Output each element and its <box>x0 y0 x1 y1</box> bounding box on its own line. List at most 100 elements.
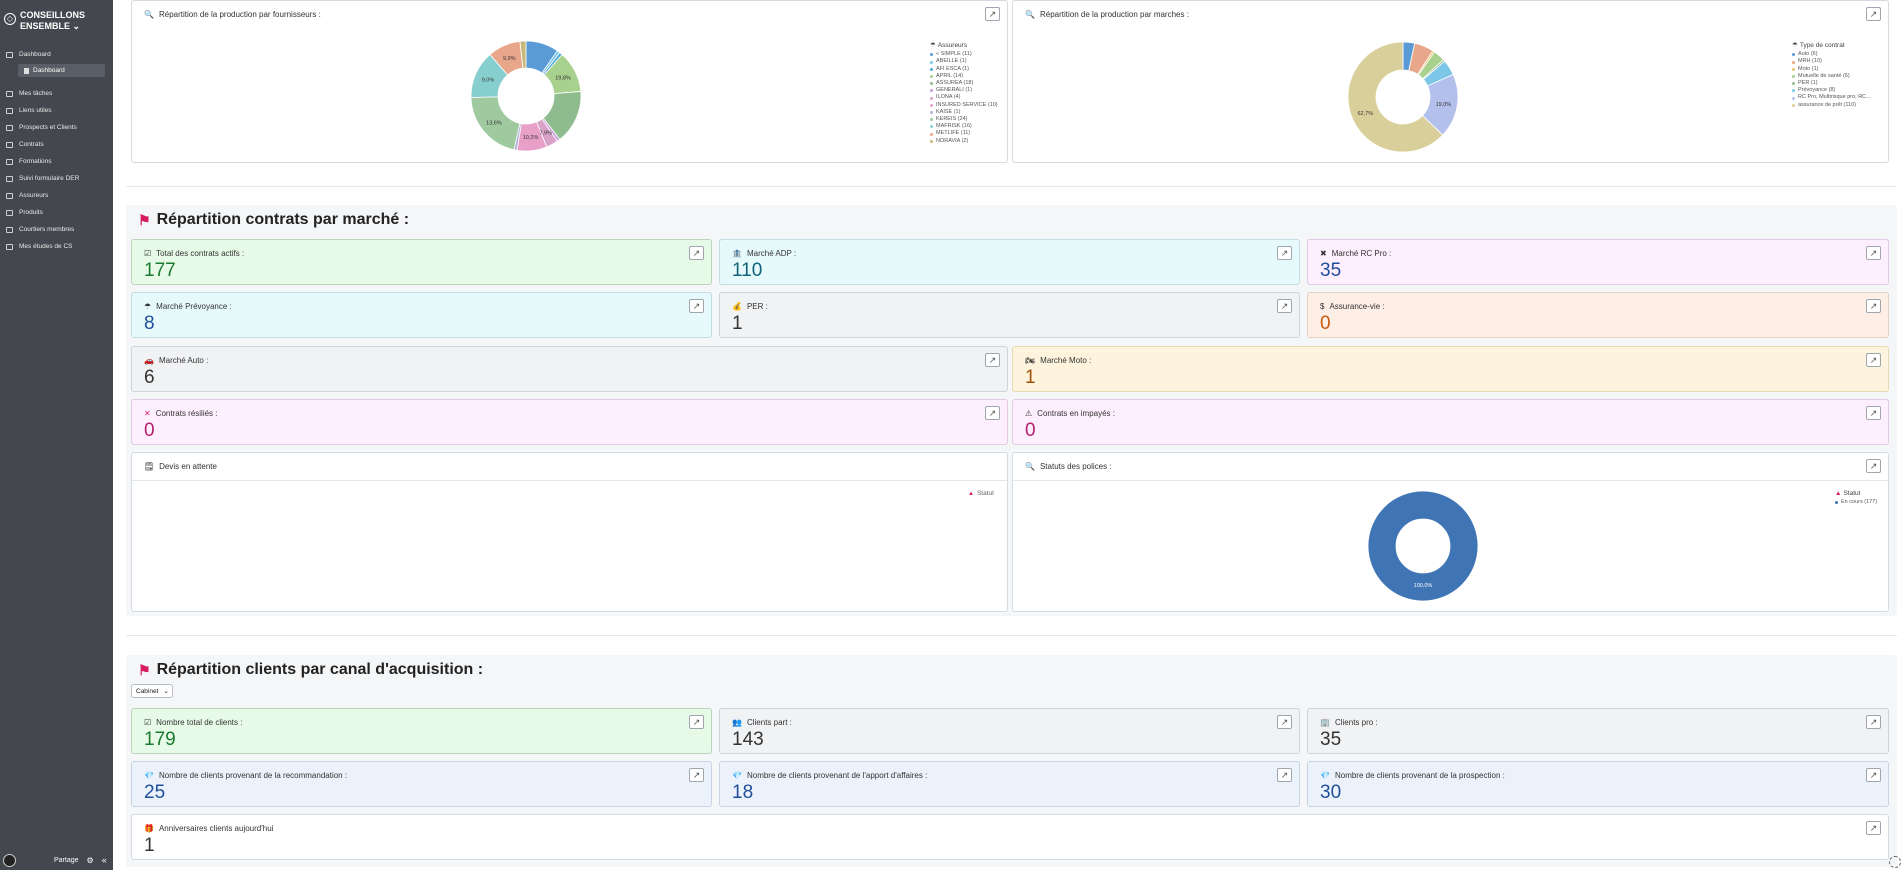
legend-item[interactable]: GENERALI (1) <box>930 87 998 94</box>
expand-button[interactable]: ↗ <box>985 7 1000 21</box>
check-icon: ☑ <box>144 718 152 727</box>
legend-item-label: ILONA (4) <box>936 94 961 101</box>
expand-button[interactable]: ↗ <box>1866 715 1881 729</box>
legend-item[interactable]: KEREIS (24) <box>930 116 998 123</box>
sidebar-item-produits[interactable]: Produits <box>0 204 113 221</box>
legend-dot <box>1792 67 1795 71</box>
loading-icon <box>1889 856 1901 868</box>
legend-dot <box>930 110 933 114</box>
legend-item[interactable]: METLIFE (11) <box>930 130 998 137</box>
sidebar-item-liens[interactable]: Liens utiles <box>0 102 113 119</box>
expand-button[interactable]: ↗ <box>1866 821 1881 835</box>
donut-chart-fournisseurs: 19,8% 7,9%10,2% 13,6% 9,0% 9,9% <box>471 41 582 152</box>
sidebar-item-der[interactable]: Suivi formulaire DER <box>0 170 113 187</box>
sidebar-item-formations[interactable]: Formations <box>0 153 113 170</box>
legend-item[interactable]: Mutuelle de santé (6) <box>1792 73 1872 80</box>
card-contrats-impayes: ⚠ Contrats en impayés : 0 ↗ <box>1012 399 1889 445</box>
legend-title-text: Statut <box>1843 490 1861 497</box>
legend-item[interactable]: RC Pro, Multirisque pro, RC… <box>1792 94 1872 101</box>
expand-button[interactable]: ↗ <box>1277 246 1292 260</box>
sidebar-subitem-dashboard[interactable]: Dashboard <box>18 64 105 77</box>
avatar[interactable] <box>3 853 16 867</box>
sidebar-item-courtiers[interactable]: Courtiers membres <box>0 221 113 238</box>
collapse-icon[interactable]: « <box>101 855 107 865</box>
expand-button[interactable]: ↗ <box>1866 768 1881 782</box>
warning-icon: ⚠ <box>1025 409 1033 418</box>
expand-button[interactable]: ↗ <box>689 715 704 729</box>
sidebar-item-taches[interactable]: Mes tâches <box>0 85 113 102</box>
legend-title: ☂ Assureurs <box>930 42 998 49</box>
building-icon <box>6 192 13 199</box>
card-title: 🔍 Répartition de la production par fourni… <box>144 10 321 19</box>
legend-item[interactable]: Moto (1) <box>1792 66 1872 73</box>
pie-slice[interactable] <box>1348 42 1444 152</box>
task-icon <box>6 90 13 97</box>
section-title-text: Répartition clients par canal d'acquisit… <box>156 661 484 678</box>
expand-button[interactable]: ↗ <box>985 353 1000 367</box>
expand-button[interactable]: ↗ <box>1277 768 1292 782</box>
card-label: Nombre total de clients : <box>156 718 243 727</box>
sidebar-item-label: Dashboard <box>19 51 51 58</box>
sidebar-item-label: Produits <box>19 209 43 216</box>
legend-item[interactable]: NORAVIA (2) <box>930 138 998 145</box>
sidebar-item-assureurs[interactable]: Assureurs <box>0 187 113 204</box>
expand-button[interactable]: ↗ <box>1866 406 1881 420</box>
card-value: 0 <box>144 420 155 441</box>
legend-dot <box>1835 501 1838 505</box>
chart-legend: ☂ Assureurs « SIMPLE (11) ABEILLE (1) AFI E… <box>930 42 998 145</box>
legend-item-label: MRH (10) <box>1798 58 1822 65</box>
expand-button[interactable]: ↗ <box>1866 299 1881 313</box>
legend-item[interactable]: PER (1) <box>1792 80 1872 87</box>
legend-item-label: Auto (6) <box>1798 51 1818 58</box>
sidebar-item-dashboard[interactable]: Dashboard <box>0 46 113 63</box>
brand[interactable]: ◇ CONSEILLONS ENSEMBLE ⌄ <box>4 10 110 32</box>
chart-card-fournisseurs: 🔍 Répartition de la production par fourni… <box>131 0 1008 163</box>
expand-button[interactable]: ↗ <box>1866 459 1881 473</box>
settings-icon[interactable]: ⚙ <box>86 855 94 865</box>
sidebar-item-contrats[interactable]: Contrats <box>0 136 113 153</box>
expand-button[interactable]: ↗ <box>689 246 704 260</box>
legend-item[interactable]: Prévoyance (8) <box>1792 87 1872 94</box>
legend-item[interactable]: assurance de prêt (110) <box>1792 102 1872 109</box>
expand-button[interactable]: ↗ <box>689 299 704 313</box>
legend-item[interactable]: MAFRISK (16) <box>930 123 998 130</box>
legend-item-label: MAFRISK (16) <box>936 123 972 130</box>
dashboard-icon <box>24 67 29 74</box>
legend-item[interactable]: AFI ESCA (1) <box>930 66 998 73</box>
search-icon: 🔍 <box>1025 462 1035 471</box>
legend-item[interactable]: ILONA (4) <box>930 94 998 101</box>
legend-item[interactable]: ASSUREA (18) <box>930 80 998 87</box>
expand-button[interactable]: ↗ <box>1866 353 1881 367</box>
expand-button[interactable]: ↗ <box>1866 246 1881 260</box>
expand-button[interactable]: ↗ <box>1277 299 1292 313</box>
folder-icon <box>6 226 13 233</box>
legend-item[interactable]: APRIL (14) <box>930 73 998 80</box>
dollar-icon: $ <box>1320 302 1325 311</box>
section-title-contrats: ⚑ Répartition contrats par marché : <box>138 211 409 229</box>
legend-item[interactable]: INSURED SERVICE (10) <box>930 102 998 109</box>
expand-button[interactable]: ↗ <box>1277 715 1292 729</box>
document-icon: 🗒 <box>144 462 155 471</box>
sidebar-item-etudes[interactable]: Mes études de CS <box>0 238 113 255</box>
legend-item[interactable]: « SIMPLE (11) <box>930 51 998 58</box>
expand-button[interactable]: ↗ <box>1866 7 1881 21</box>
legend-item[interactable]: KAISE (1) <box>930 109 998 116</box>
sidebar-footer: Partage ⚙ « <box>0 850 113 870</box>
card-statuts-polices: 🔍 Statuts des polices : ↗ 100,0% ▲ Statut … <box>1012 452 1889 612</box>
legend-item[interactable]: Auto (6) <box>1792 51 1872 58</box>
cabinet-select[interactable]: Cabinet ⌄ <box>131 684 173 698</box>
card-label: Anniversaires clients aujourd'hui <box>158 824 274 833</box>
legend-dot <box>930 139 933 143</box>
sidebar-item-prospects[interactable]: Prospects et Clients <box>0 119 113 136</box>
expand-button[interactable]: ↗ <box>689 768 704 782</box>
expand-button[interactable]: ↗ <box>985 406 1000 420</box>
legend-item-label: APRIL (14) <box>936 72 964 79</box>
card-contrats-resilies: ✕ Contrats résiliés : 0 ↗ <box>131 399 1008 445</box>
legend-item[interactable]: ABEILLE (1) <box>930 58 998 65</box>
legend-title-text: Assureurs <box>937 42 968 49</box>
pie-slice[interactable] <box>1368 491 1478 601</box>
legend-dot <box>1792 89 1795 93</box>
legend-item[interactable]: MRH (10) <box>1792 58 1872 65</box>
pie-slice[interactable] <box>519 41 527 69</box>
share-label[interactable]: Partage <box>54 856 79 864</box>
